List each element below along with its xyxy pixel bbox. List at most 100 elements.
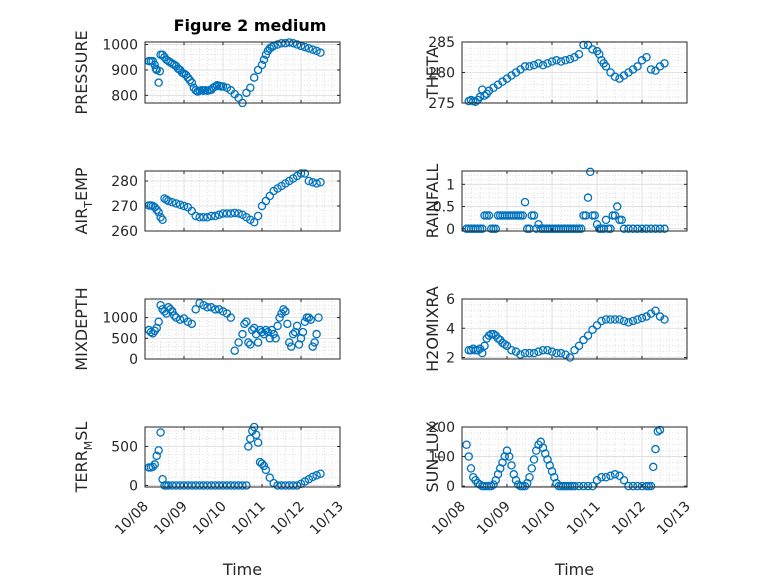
data-point <box>493 334 503 343</box>
data-point <box>511 475 521 485</box>
data-point <box>547 57 557 66</box>
data-point <box>257 60 267 70</box>
y-tick-label: 4 <box>446 321 455 337</box>
y-tick-label: 270 <box>111 199 138 215</box>
data-point <box>464 452 473 461</box>
data-point <box>655 224 665 234</box>
data-point <box>308 45 317 54</box>
plot-area <box>462 171 687 231</box>
y-axis-label: AIRTEMP <box>72 167 95 234</box>
data-point <box>249 217 259 227</box>
x-axis-label: Time <box>554 560 594 579</box>
data-point <box>462 440 471 449</box>
data-point <box>306 315 315 324</box>
axes-box <box>144 41 341 104</box>
data-point <box>169 311 179 320</box>
data-point <box>298 327 308 337</box>
data-point <box>586 167 595 177</box>
data-point <box>257 459 267 468</box>
data-point <box>651 224 660 234</box>
y-tick-label: 200 <box>428 420 455 436</box>
data-point <box>314 313 323 322</box>
data-point <box>538 60 548 70</box>
data-point <box>601 62 611 71</box>
data-point <box>619 475 629 485</box>
data-point <box>285 38 294 47</box>
data-point <box>606 471 615 481</box>
y-tick-label: 1000 <box>102 311 138 327</box>
data-point <box>534 59 543 68</box>
axes-box <box>144 298 341 360</box>
data-point <box>500 340 509 349</box>
plot-area <box>462 299 687 359</box>
data-point <box>646 65 656 74</box>
data-point <box>606 315 615 324</box>
data-markers <box>462 167 669 234</box>
data-point <box>312 179 321 188</box>
data-point <box>244 442 253 451</box>
data-point <box>230 346 239 355</box>
data-point <box>525 62 534 71</box>
data-point <box>518 211 528 220</box>
data-point <box>565 353 575 362</box>
data-point <box>308 342 317 351</box>
data-point <box>525 348 534 358</box>
subplot-5: 0 500 1000 MIXDEPTH <box>72 287 341 371</box>
data-point <box>246 83 255 93</box>
data-point <box>261 325 271 335</box>
data-point <box>187 78 197 87</box>
y-axis-label: THETA <box>423 47 442 99</box>
data-markers <box>464 40 669 107</box>
data-point <box>484 211 494 220</box>
data-point <box>168 197 177 207</box>
y-axis-label: TERRMSL <box>72 422 95 494</box>
data-point <box>279 305 288 314</box>
y-axis-label-main: SUN <box>423 459 442 493</box>
data-point <box>520 62 530 71</box>
data-point <box>529 211 539 220</box>
data-point <box>152 451 161 461</box>
data-point <box>491 224 500 234</box>
data-markers <box>144 298 323 355</box>
data-point <box>590 211 600 220</box>
data-point <box>606 224 615 234</box>
y-tick-label: 0 <box>446 479 455 495</box>
data-point <box>296 169 306 178</box>
data-point <box>283 319 292 329</box>
data-point <box>646 224 656 234</box>
data-point <box>588 45 597 54</box>
data-point <box>529 348 539 358</box>
data-point <box>642 224 651 234</box>
data-point <box>646 481 656 491</box>
data-point <box>253 211 263 221</box>
data-point <box>158 215 167 224</box>
y-axis-label: RAINFALL <box>423 164 442 239</box>
data-point <box>653 427 663 436</box>
data-point <box>610 470 620 479</box>
data-point <box>477 348 487 358</box>
data-point <box>199 212 208 222</box>
data-point <box>171 199 181 208</box>
data-point <box>507 345 516 355</box>
data-point <box>214 210 224 219</box>
y-axis-label-rest: SL <box>72 422 91 441</box>
data-point <box>249 73 259 82</box>
data-point <box>655 425 665 435</box>
data-point <box>570 345 579 355</box>
data-point <box>520 197 530 207</box>
data-point <box>475 92 485 102</box>
data-point <box>286 342 296 351</box>
data-point <box>191 305 200 314</box>
y-tick-label: 1 <box>446 177 455 193</box>
data-point <box>308 472 317 482</box>
data-point <box>628 224 638 234</box>
data-point <box>543 59 552 68</box>
data-point <box>253 338 263 347</box>
data-point <box>592 220 602 229</box>
data-point <box>610 211 620 220</box>
data-point <box>251 430 261 440</box>
y-axis-label: PRESSURE <box>72 30 91 114</box>
data-point <box>547 347 557 356</box>
data-point <box>312 471 321 480</box>
data-point <box>154 317 163 327</box>
